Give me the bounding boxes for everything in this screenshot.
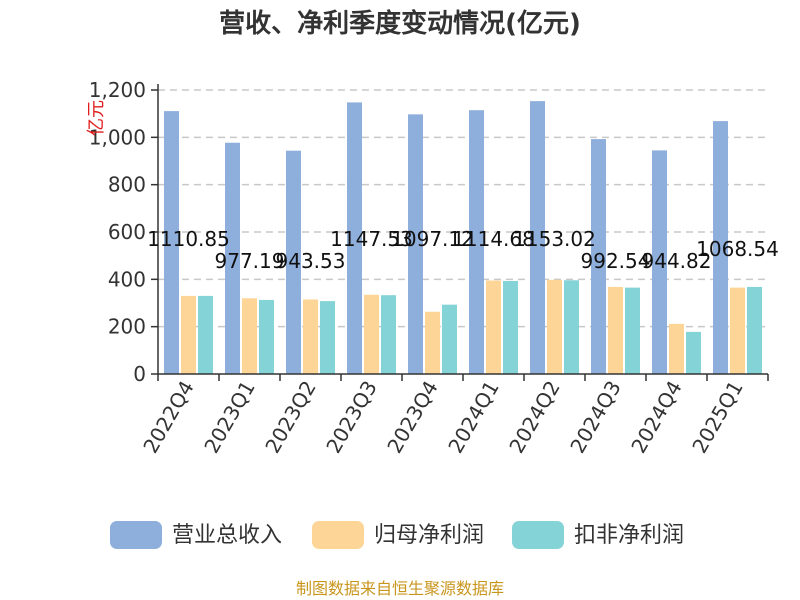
data-label: 977.19 bbox=[215, 249, 285, 273]
bar[interactable] bbox=[486, 280, 501, 374]
data-label: 1110.85 bbox=[147, 227, 230, 251]
legend-swatch[interactable] bbox=[110, 521, 162, 549]
bar[interactable] bbox=[320, 301, 335, 374]
x-tick-label: 2023Q1 bbox=[199, 377, 259, 458]
bars bbox=[164, 101, 762, 375]
bar[interactable] bbox=[608, 286, 623, 374]
x-tick-label: 2024Q3 bbox=[565, 377, 625, 458]
data-label: 1097.12 bbox=[391, 227, 474, 251]
bar[interactable] bbox=[259, 299, 274, 374]
bar[interactable] bbox=[547, 279, 562, 374]
bar[interactable] bbox=[564, 280, 579, 374]
y-tick-label: 600 bbox=[108, 220, 146, 244]
legend-label[interactable]: 扣非净利润 bbox=[574, 523, 684, 548]
data-labels: 1110.85977.19943.531147.531097.121114.68… bbox=[147, 227, 779, 273]
bar[interactable] bbox=[425, 311, 440, 374]
x-tick-label: 2024Q2 bbox=[504, 377, 564, 458]
bar[interactable] bbox=[503, 280, 518, 374]
data-label: 1114.68 bbox=[452, 227, 535, 251]
bar[interactable] bbox=[408, 114, 423, 374]
legend-label[interactable]: 归母净利润 bbox=[374, 523, 484, 548]
data-label: 1147.53 bbox=[330, 227, 413, 251]
bar[interactable] bbox=[730, 287, 745, 374]
data-label: 943.53 bbox=[276, 249, 346, 273]
bar[interactable] bbox=[381, 295, 396, 374]
y-tick-label: 1,000 bbox=[89, 125, 146, 149]
x-tick-label: 2022Q4 bbox=[138, 377, 198, 458]
x-tick-label: 2023Q2 bbox=[260, 377, 320, 458]
legend-label[interactable]: 营业总收入 bbox=[172, 523, 282, 548]
y-tick-label: 200 bbox=[108, 315, 146, 339]
bar[interactable] bbox=[442, 304, 457, 374]
bar[interactable] bbox=[652, 150, 667, 374]
x-tick-label: 2023Q3 bbox=[321, 377, 381, 458]
legend-swatch[interactable] bbox=[312, 521, 364, 549]
chart-title: 营收、净利季度变动情况(亿元) bbox=[219, 8, 581, 39]
bar[interactable] bbox=[181, 295, 196, 374]
source-note: 制图数据来自恒生聚源数据库 bbox=[296, 579, 504, 598]
x-tick-label: 2024Q4 bbox=[626, 377, 686, 458]
bar[interactable] bbox=[591, 139, 606, 374]
bar[interactable] bbox=[625, 287, 640, 374]
bar[interactable] bbox=[530, 101, 545, 375]
grid-lines bbox=[158, 89, 768, 328]
y-tick-label: 800 bbox=[108, 173, 146, 197]
bar[interactable] bbox=[686, 331, 701, 374]
data-label: 1068.54 bbox=[696, 237, 779, 261]
y-tick-label: 0 bbox=[133, 362, 146, 386]
x-tick-label: 2023Q4 bbox=[382, 377, 442, 458]
data-label: 992.54 bbox=[581, 249, 651, 273]
legend[interactable]: 营业总收入 归母净利润 扣非净利润 bbox=[110, 521, 684, 549]
bar[interactable] bbox=[242, 298, 257, 374]
data-label: 944.82 bbox=[642, 249, 712, 273]
bar[interactable] bbox=[669, 323, 684, 374]
bar[interactable] bbox=[164, 111, 179, 375]
bar[interactable] bbox=[747, 286, 762, 374]
bar[interactable] bbox=[225, 142, 240, 374]
bar[interactable] bbox=[286, 150, 301, 374]
bar[interactable] bbox=[198, 295, 213, 374]
y-axis-label: 亿元 bbox=[86, 100, 107, 136]
bar[interactable] bbox=[713, 121, 728, 374]
legend-swatch[interactable] bbox=[512, 521, 564, 549]
x-tick-label: 2025Q1 bbox=[687, 377, 747, 458]
data-label: 1153.02 bbox=[513, 227, 596, 251]
y-tick-label: 400 bbox=[108, 267, 146, 291]
bar[interactable] bbox=[364, 294, 379, 374]
bar[interactable] bbox=[303, 299, 318, 374]
bar[interactable] bbox=[469, 110, 484, 375]
y-tick-label: 1,200 bbox=[89, 78, 146, 102]
bar[interactable] bbox=[347, 102, 362, 374]
x-tick-label: 2024Q1 bbox=[443, 377, 503, 458]
